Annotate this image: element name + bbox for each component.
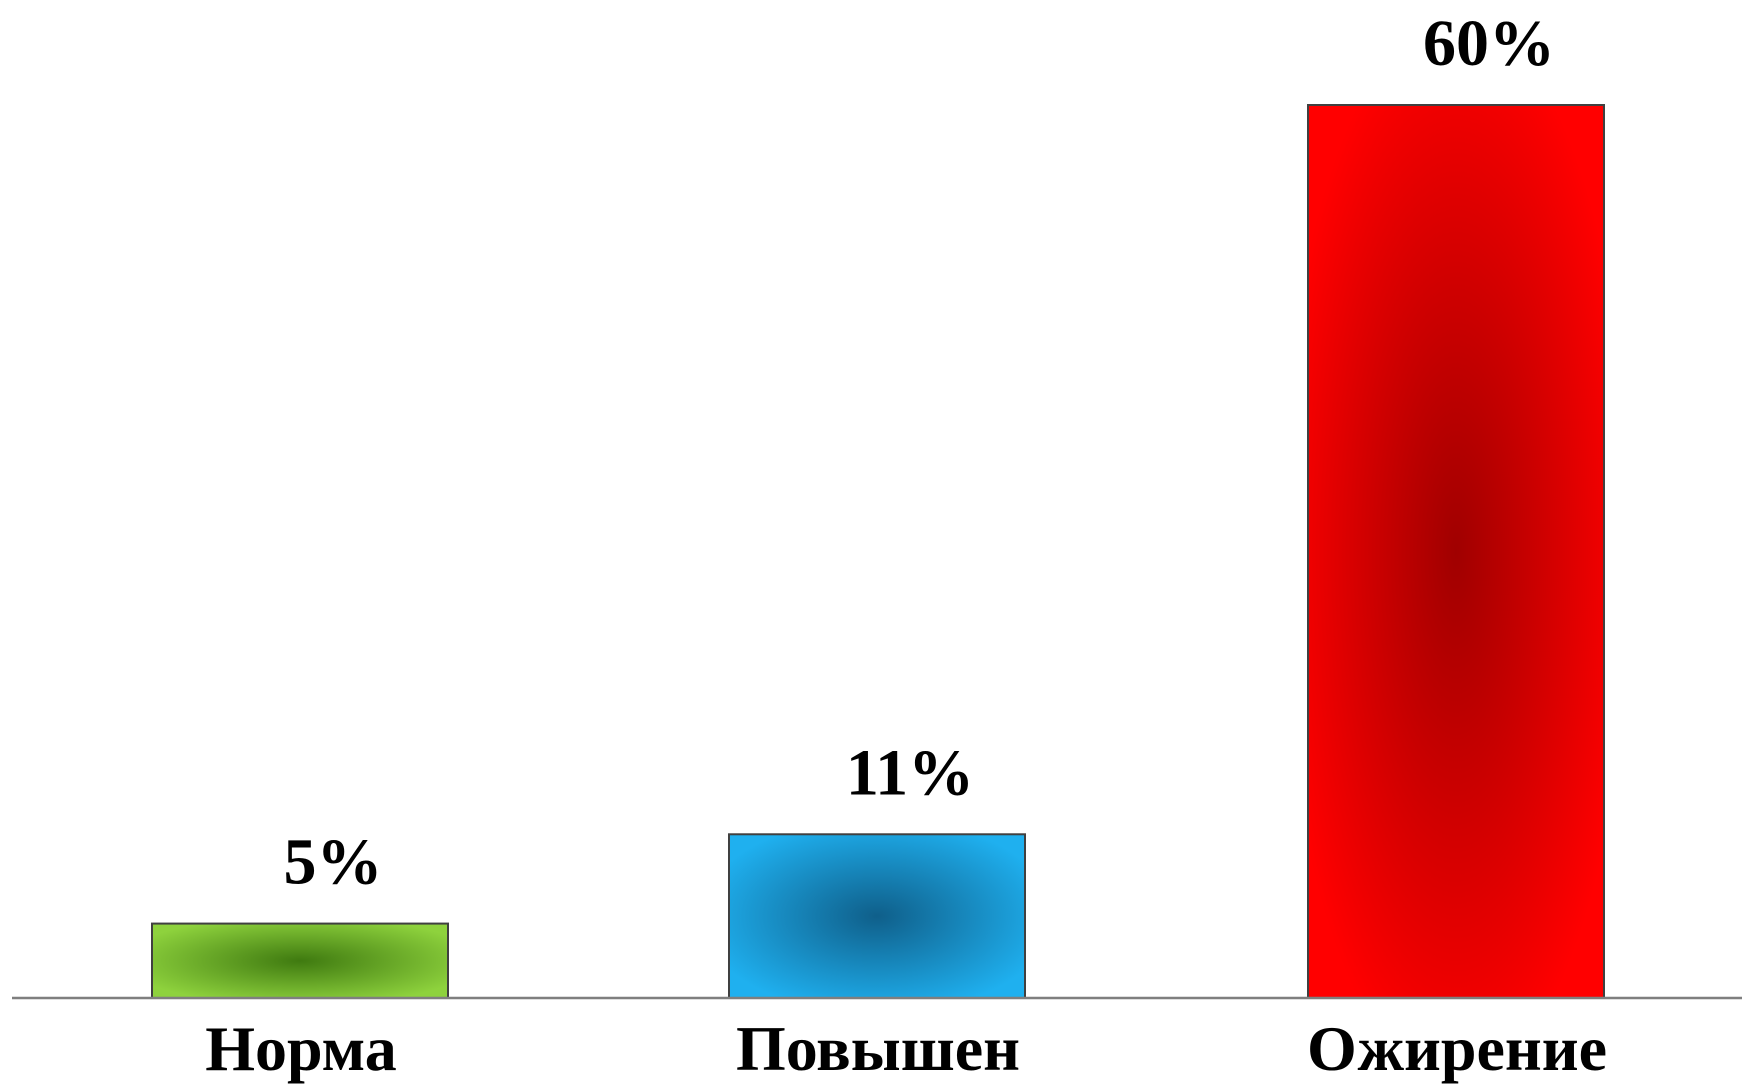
data-label-3: 60%	[1423, 7, 1555, 80]
x-tick-label-2: Повышен	[736, 1013, 1020, 1084]
bar-2	[728, 833, 1026, 999]
x-tick-label-1: Норма	[205, 1013, 397, 1084]
data-label-1: 5%	[284, 826, 383, 899]
bar-3	[1307, 104, 1605, 999]
x-tick-label-3: Ожирение	[1307, 1013, 1607, 1084]
bar-1	[151, 922, 449, 999]
data-label-2: 11%	[846, 736, 974, 809]
